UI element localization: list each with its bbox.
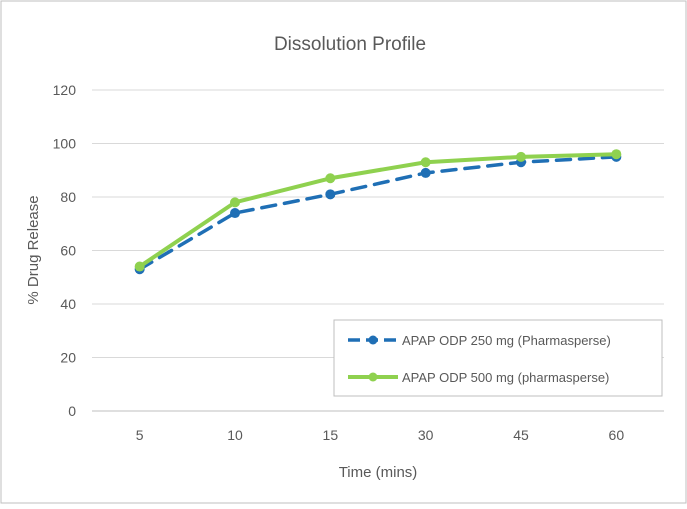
y-tick-label: 40 — [60, 296, 76, 312]
data-point — [230, 208, 240, 219]
series-line — [137, 152, 619, 269]
y-tick-label: 80 — [60, 189, 76, 205]
y-tick-label: 60 — [60, 243, 76, 259]
data-point — [230, 197, 240, 208]
data-point — [611, 149, 622, 160]
y-axis-ticks: 0 20 40 60 80 100 120 — [53, 82, 77, 419]
y-tick-label: 120 — [53, 82, 77, 98]
x-axis-label: Time (mins) — [339, 464, 418, 481]
data-point — [420, 167, 431, 178]
legend-label: APAP ODP 250 mg (Pharmasperse) — [402, 333, 611, 348]
x-tick-label: 30 — [418, 427, 434, 443]
x-axis-ticks: 5 10 15 30 45 60 — [136, 427, 625, 443]
x-tick-label: 60 — [609, 427, 625, 443]
y-tick-label: 0 — [68, 403, 76, 419]
x-tick-label: 5 — [136, 427, 144, 443]
x-tick-label: 45 — [513, 427, 529, 443]
x-tick-label: 10 — [227, 427, 243, 443]
gridlines — [92, 89, 664, 412]
y-tick-label: 100 — [53, 136, 77, 152]
chart-title: Dissolution Profile — [274, 34, 426, 55]
series-layer — [134, 149, 622, 275]
data-point — [516, 151, 526, 162]
legend-marker — [368, 335, 378, 345]
x-tick-label: 15 — [323, 427, 339, 443]
legend-label: APAP ODP 500 mg (pharmasperse) — [402, 370, 609, 385]
legend-marker — [368, 372, 378, 382]
y-tick-label: 20 — [60, 350, 76, 366]
data-point — [420, 157, 431, 168]
data-point — [325, 173, 336, 184]
data-point — [134, 261, 145, 272]
legend-box — [333, 319, 663, 397]
series-line — [137, 155, 619, 271]
y-axis-label: % Drug Release — [25, 195, 42, 304]
legend: APAP ODP 250 mg (Pharmasperse) APAP ODP 5… — [333, 319, 663, 397]
data-point — [325, 189, 336, 200]
